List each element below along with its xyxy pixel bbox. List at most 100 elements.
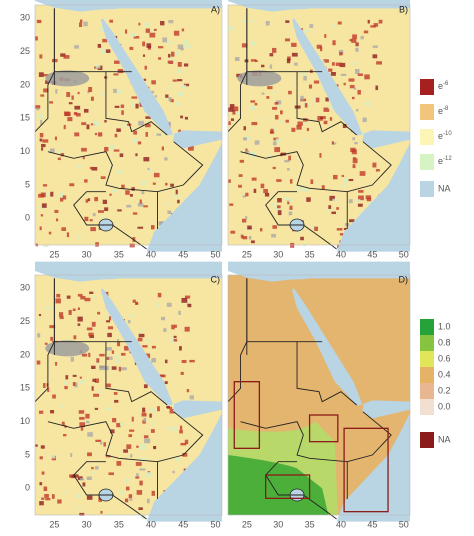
border [73,461,147,520]
map-speck [39,501,44,506]
map-speck [133,35,140,39]
map-speck [121,184,125,189]
map-speck [324,65,328,70]
map-speck [126,444,132,449]
border [265,191,337,250]
map-speck [269,53,274,57]
map-speck [79,380,85,384]
map-speck [139,444,146,450]
map-speck [187,303,192,308]
map-speck [180,371,184,375]
map-speck [61,421,65,426]
map-speck [302,72,306,76]
map-speck [54,136,57,141]
map-speck [357,203,363,207]
map-speck [73,111,78,116]
map-speck [83,21,88,27]
x-tick-label: 40 [336,519,346,529]
map-speck [131,416,134,422]
map-speck [253,188,257,193]
study-box [265,474,311,499]
map-speck [178,68,182,74]
map-speck [37,333,41,338]
map-speck [39,138,43,142]
map-speck [143,78,147,81]
map-speck [272,106,278,110]
map-speck [241,43,248,48]
map-speck [284,38,290,42]
map-speck [109,144,115,149]
map-speck [82,482,86,487]
map-speck [151,90,154,94]
map-speck [55,298,61,304]
map-speck [186,389,190,393]
map-speck [274,147,281,153]
border [34,341,55,402]
map-speck [160,20,165,26]
map-speck [104,119,107,123]
map-speck [128,434,133,438]
map-speck [94,407,99,410]
map-speck [145,123,151,128]
map-speck [42,184,48,187]
map-speck [306,127,310,132]
map-speck [121,110,124,115]
x-tick-label: 30 [82,519,92,529]
legend-swatch [420,181,434,197]
map-speck [166,405,170,408]
map-speck [117,89,122,94]
y-tick-label: 25 [20,46,30,56]
y-tick-label: 0 [25,213,30,223]
border [227,71,248,132]
map-speck [97,132,103,137]
map-speck [121,367,127,371]
map-speck [270,128,275,134]
map-speck [175,189,178,195]
legend-swatch [420,335,434,351]
map-speck [116,423,121,428]
map-speck [321,185,325,190]
map-speck [151,357,157,363]
map-speck [266,96,270,99]
map-speck [309,24,314,28]
map-speck [93,393,100,397]
map-speck [136,445,139,448]
map-speck [106,383,111,388]
map-speck [260,228,263,232]
map-speck [36,107,40,111]
map-speck [177,92,183,97]
map-speck [40,214,44,217]
map-speck [228,107,234,112]
map-speck [43,88,49,93]
map-speck [291,42,297,47]
map-speck [108,472,114,476]
sea [362,130,410,149]
y-tick-label: 10 [20,146,30,156]
map-speck [142,54,146,57]
map-speck [114,133,118,138]
map-speck [91,321,96,327]
map-speck [137,202,144,207]
map-speck [246,135,250,141]
map-speck [120,352,126,356]
map-speck [316,44,322,49]
sea [292,18,363,136]
map-speck [135,153,138,157]
map-speck [174,324,177,328]
map-speck [89,291,94,294]
map-speck [367,201,372,205]
legend-label: 0.4 [438,369,451,379]
map-speck [289,179,293,184]
legend-swatch [420,383,434,399]
map-speck [62,403,65,409]
map-speck [176,79,183,82]
map-speck [47,387,50,393]
map-speck [48,231,52,235]
map-speck [331,141,334,145]
map-speck [137,226,144,229]
map-speck [254,140,260,145]
map-speck [242,236,248,240]
y-tick-label: 20 [20,79,30,89]
map-speck [130,33,136,37]
map-speck [272,166,276,170]
